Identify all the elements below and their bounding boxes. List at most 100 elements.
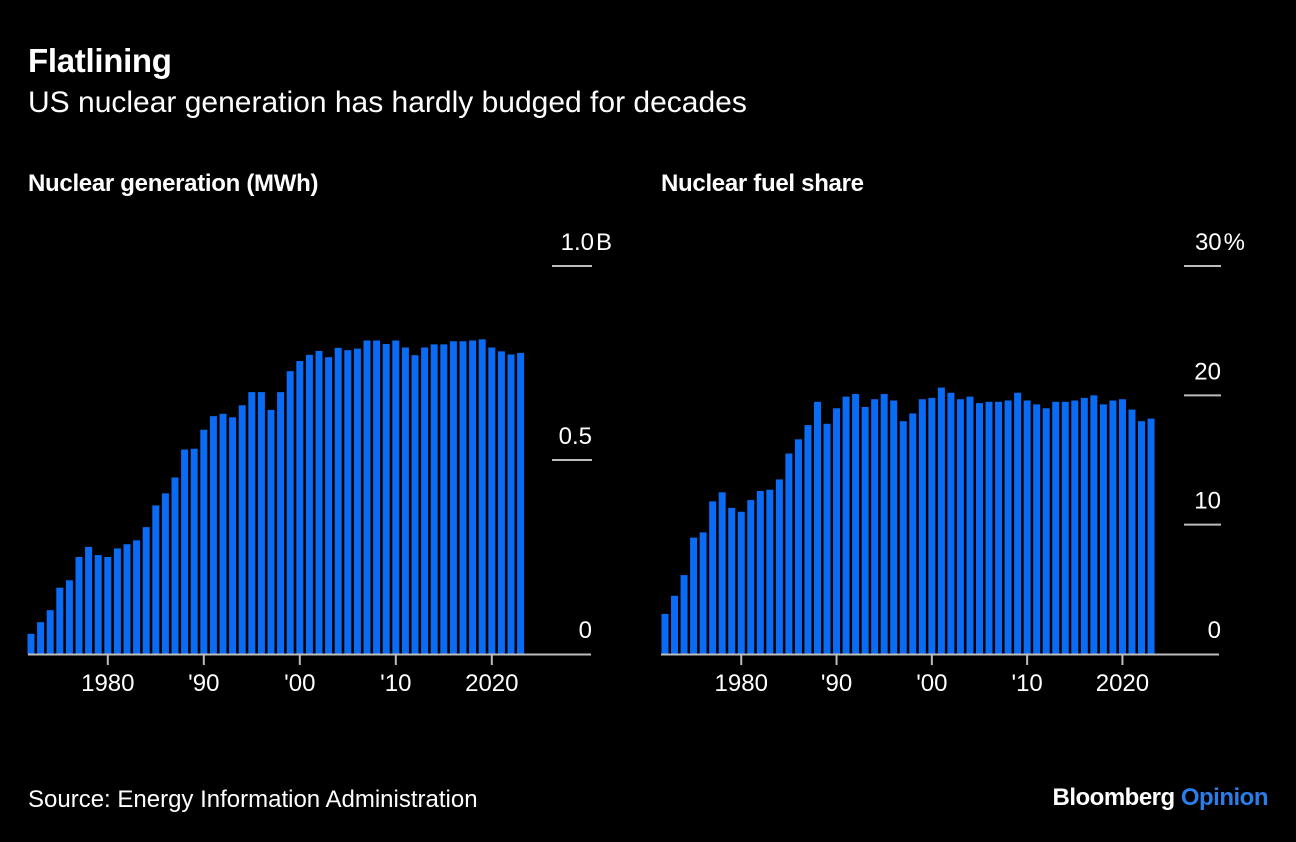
- generation-bar-2003: [325, 357, 333, 654]
- fuel-share-bar-2008: [1004, 400, 1012, 654]
- generation-bar-1987: [171, 477, 179, 654]
- generation-bar-2004: [334, 347, 342, 654]
- chart-title: Flatlining: [28, 42, 172, 79]
- fuel-share-bar-2017: [1090, 395, 1098, 654]
- fuel-share-bar-1997: [899, 421, 907, 654]
- generation-bar-1998: [277, 392, 285, 654]
- fuel-share-bar-2005: [975, 403, 983, 654]
- generation-x-tick-label: '10: [380, 670, 411, 697]
- fuel-share-bar-2019: [1109, 400, 1117, 654]
- fuel-share-bar-2023: [1147, 418, 1155, 654]
- generation-bar-1972: [27, 633, 35, 654]
- fuel-share-bar-1998: [909, 413, 917, 654]
- bloomberg-opinion-logo: Bloomberg Opinion: [1053, 784, 1269, 812]
- fuel-share-bar-1995: [880, 394, 888, 654]
- fuel-share-y-tick-label: 0: [1208, 617, 1221, 644]
- generation-bar-1988: [181, 449, 189, 654]
- generation-bar-2008: [373, 340, 381, 654]
- generation-y-tick-label: 1.0B: [561, 229, 612, 256]
- fuel-share-chart: 0 10 20 30% 1980 '90 '00 '10 2020: [661, 229, 1245, 697]
- fuel-share-bar-1993: [861, 406, 869, 654]
- fuel-share-bar-1979: [728, 507, 736, 654]
- fuel-share-bar-1973: [671, 595, 679, 654]
- generation-y-tick-label: 0: [579, 617, 592, 644]
- generation-bar-2002: [315, 350, 323, 654]
- fuel-share-bar-2000: [928, 397, 936, 654]
- fuel-share-y-tick-label: 20: [1194, 358, 1221, 385]
- source-note: Source: Energy Information Administratio…: [28, 786, 478, 813]
- generation-bar-2013: [421, 347, 429, 654]
- fuel-share-bar-2012: [1042, 408, 1050, 654]
- generation-bar-1977: [75, 557, 83, 654]
- generation-bar-1997: [267, 409, 275, 654]
- fuel-share-x-tick-label: '90: [821, 670, 852, 697]
- fuel-share-x-tick-label: '10: [1011, 670, 1042, 697]
- fuel-share-bar-1999: [918, 399, 926, 654]
- fuel-share-bar-1976: [699, 532, 707, 654]
- fuel-share-bar-1981: [747, 500, 755, 654]
- generation-bar-2012: [411, 355, 419, 654]
- fuel-share-bar-2007: [995, 401, 1003, 654]
- generation-bar-1975: [56, 587, 64, 654]
- fuel-share-bar-1974: [680, 575, 688, 654]
- fuel-share-bar-2018: [1099, 404, 1107, 654]
- generation-bar-1978: [85, 546, 93, 654]
- generation-bar-2006: [353, 348, 361, 654]
- generation-bar-2007: [363, 340, 371, 654]
- chart-subtitle: US nuclear generation has hardly budged …: [28, 86, 747, 119]
- generation-x-tick-label: '00: [284, 670, 315, 697]
- fuel-share-bar-2009: [1014, 392, 1022, 654]
- fuel-share-bar-1990: [833, 408, 841, 654]
- generation-bar-1984: [142, 527, 150, 654]
- fuel-share-x-tick-label: '00: [916, 670, 947, 697]
- generation-bar-2010: [392, 340, 400, 654]
- fuel-share-y-tick-label: 10: [1194, 488, 1221, 515]
- brand-main: Bloomberg: [1052, 784, 1176, 811]
- fuel-share-bar-2016: [1080, 397, 1088, 654]
- generation-bar-1980: [104, 557, 112, 654]
- generation-y-tick-label: 0.5: [559, 423, 592, 450]
- generation-bar-2022: [507, 354, 515, 654]
- fuel-share-bar-2010: [1023, 400, 1031, 654]
- fuel-share-bar-2020: [1118, 399, 1126, 654]
- fuel-share-bar-2003: [956, 399, 964, 654]
- generation-bar-1991: [209, 416, 217, 654]
- generation-x-tick-label: 2020: [465, 670, 518, 697]
- generation-bar-2019: [478, 339, 486, 654]
- fuel-share-bar-1996: [890, 400, 898, 654]
- fuel-share-x-tick-label: 2020: [1096, 670, 1149, 697]
- fuel-share-bar-1989: [823, 423, 831, 654]
- generation-bar-2000: [296, 361, 304, 654]
- fuel-share-bar-2022: [1138, 421, 1145, 654]
- fuel-share-y-tick-label: 30%: [1195, 229, 1245, 256]
- generation-bar-2020: [488, 347, 496, 654]
- generation-bar-1985: [152, 505, 160, 654]
- generation-bar-2009: [382, 343, 390, 654]
- generation-bar-2017: [459, 341, 467, 654]
- fuel-share-bar-1992: [852, 394, 860, 654]
- fuel-share-bar-2014: [1061, 401, 1069, 654]
- fuel-share-bar-1994: [871, 399, 879, 654]
- generation-bar-2014: [430, 344, 438, 654]
- generation-bar-2001: [305, 354, 313, 654]
- fuel-share-bar-1978: [718, 492, 726, 654]
- generation-bar-2023: [517, 352, 525, 654]
- generation-bar-1979: [94, 555, 102, 654]
- fuel-share-bar-1983: [766, 489, 774, 654]
- generation-bar-1999: [286, 371, 294, 654]
- fuel-share-bar-1991: [842, 396, 850, 654]
- fuel-share-bar-1975: [690, 537, 698, 654]
- generation-bar-1976: [65, 580, 73, 654]
- fuel-share-bar-1987: [804, 425, 812, 654]
- generation-bar-2018: [469, 340, 477, 654]
- generation-bar-1982: [123, 544, 131, 654]
- generation-bar-1994: [238, 405, 246, 654]
- generation-bar-2015: [440, 344, 448, 654]
- fuel-share-bar-2021: [1128, 409, 1136, 654]
- generation-x-tick-label: 1980: [81, 670, 134, 697]
- fuel-share-chart-title: Nuclear fuel share: [661, 170, 864, 197]
- generation-bar-1986: [161, 493, 169, 654]
- fuel-share-bar-1982: [756, 491, 764, 654]
- fuel-share-bar-2013: [1052, 401, 1060, 654]
- generation-bar-1996: [257, 392, 265, 654]
